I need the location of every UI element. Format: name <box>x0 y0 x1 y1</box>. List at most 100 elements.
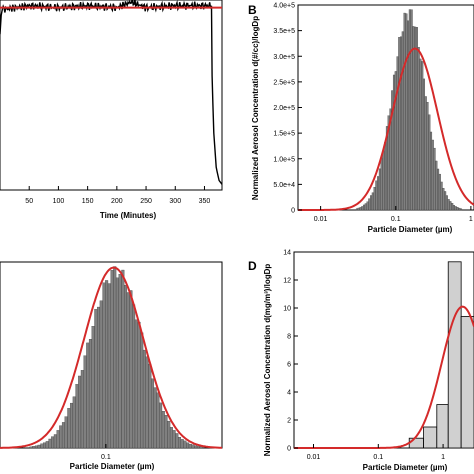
panel-b-x-axis-title: Particle Diameter (µm) <box>368 225 453 234</box>
panel-c-bar <box>194 445 198 449</box>
panel-b-bar <box>435 160 438 211</box>
panel-d-x-axis-title: Particle Diameter (µm) <box>363 463 448 472</box>
panel-a-x-tick-label: 50 <box>25 198 33 205</box>
panel-b-bar <box>361 206 364 211</box>
panel-b-y-axis-title: Normalized Aerosol Concentration d(#/cc)… <box>251 16 260 200</box>
panel-b-bar <box>429 131 433 211</box>
panel-d-fit-curve <box>294 305 474 449</box>
panel-b-bar <box>447 199 450 211</box>
panel-c-bar <box>145 356 149 449</box>
panel-c-bar <box>161 411 165 449</box>
panel-c-bar <box>99 300 103 449</box>
panel-d-letter: D <box>248 259 257 273</box>
panel-b-bar <box>417 47 420 211</box>
panel-c-bar <box>121 269 125 449</box>
panel-c-bar <box>186 442 190 449</box>
panel-b-histogram <box>355 9 463 211</box>
panel-b-bar <box>382 150 385 211</box>
panel-b-bar <box>375 180 378 211</box>
panel-c-bar <box>199 446 203 449</box>
panel-d-histogram <box>408 261 474 449</box>
panel-c-bar <box>118 274 122 449</box>
panel-b-y-tick-label: 1.0e+5 <box>273 156 295 163</box>
panel-d-y-tick-label: 2 <box>287 418 291 425</box>
panel-c-bar <box>107 283 111 449</box>
panel-c-bar <box>51 436 55 449</box>
panel-c-bar <box>56 430 60 449</box>
panel-a-x-tick-label: 350 <box>199 198 211 205</box>
panel-c: 0.1 Particle Diameter (µm) <box>0 261 223 471</box>
panel-b-y-tick-label: 2.5e+5 <box>273 79 295 86</box>
panel-c-bar <box>148 363 152 449</box>
panel-d-y-axis-title: Normalized Aerosol Concentration d(mg/m³… <box>263 264 272 457</box>
panel-b-bar <box>384 142 387 211</box>
panel-d: D 0 2 4 6 8 10 12 14 0.01 0.1 1 Normalized Aeroso… <box>248 250 474 472</box>
panel-b-bar <box>398 37 401 211</box>
panel-b-bar <box>454 206 457 211</box>
panel-c-bar <box>70 402 74 449</box>
panel-c-bar <box>153 387 157 449</box>
panel-b-bar <box>426 102 429 211</box>
panel-b-bar <box>412 26 415 211</box>
panel-d-y-tick-label: 8 <box>287 334 291 341</box>
panel-b-bar <box>422 78 426 211</box>
panel-b-fit-curve <box>298 47 474 211</box>
panel-c-bar <box>78 375 82 449</box>
panel-b-y-tick-label: 3.0e+5 <box>273 54 295 61</box>
panel-b-bar <box>378 168 381 211</box>
panel-c-histogram <box>29 266 203 449</box>
panel-a-axes-frame <box>0 0 223 191</box>
panel-d-y-tick-label: 12 <box>283 278 291 285</box>
panel-c-bar <box>159 402 163 449</box>
panel-c-bar <box>134 319 138 449</box>
panel-c-bar <box>61 422 65 449</box>
panel-b-bar <box>437 168 440 211</box>
panel-b-bar <box>355 208 359 211</box>
panel-b-bar <box>459 208 463 211</box>
panel-a-x-axis-title: Time (Minutes) <box>100 211 157 220</box>
panel-b-y-tick-label: 2.0e+5 <box>273 105 295 112</box>
panel-c-bar <box>188 443 192 449</box>
panel-d-bar <box>423 426 438 449</box>
panel-b-bar <box>428 114 431 211</box>
panel-b-y-tick-label: 5.0e+4 <box>273 182 295 189</box>
panel-a-x-tick-label: 300 <box>169 198 181 205</box>
panel-b-bar <box>440 181 443 211</box>
panel-c-x-tick-label: 0.1 <box>101 454 111 461</box>
panel-c-bar <box>97 306 101 449</box>
panel-c-bar <box>91 326 95 449</box>
panel-c-bar <box>115 277 119 449</box>
panel-c-bar <box>37 444 41 449</box>
panel-c-bar <box>132 304 136 449</box>
panel-b-bar <box>421 61 424 211</box>
panel-d-x-tick-label: 1 <box>441 454 445 461</box>
panel-c-bar <box>45 441 49 449</box>
panel-d-bar <box>447 261 462 449</box>
panel-c-bar <box>94 309 98 449</box>
panel-c-bar <box>105 280 109 449</box>
panel-b-bar <box>451 203 454 211</box>
panel-c-bar <box>67 408 71 449</box>
panel-c-bar <box>196 446 200 449</box>
panel-c-bar <box>83 355 87 449</box>
panel-d-bar <box>408 437 424 449</box>
panel-b-bar <box>414 26 417 211</box>
panel-c-bar <box>169 427 173 449</box>
panel-c-bar <box>80 370 84 449</box>
panel-c-bar <box>142 349 146 449</box>
panel-b-bar <box>401 31 404 211</box>
panel-c-bar <box>151 378 155 449</box>
panel-c-bar <box>48 438 52 449</box>
panel-b-bar <box>396 56 399 211</box>
panel-c-bar <box>156 392 160 449</box>
panel-b-bar <box>392 74 396 211</box>
panel-b-x-ticks: 0.01 0.1 1 <box>314 206 473 223</box>
panel-c-x-axis-title: Particle Diameter (µm) <box>70 462 155 471</box>
panel-c-bar <box>64 416 68 449</box>
panel-b-x-tick-label: 1 <box>469 216 473 223</box>
panel-a-x-tick-label: 150 <box>82 198 94 205</box>
panel-a-measured-line <box>0 0 223 185</box>
panel-b-bar <box>415 27 418 211</box>
panel-b-x-tick-label: 0.1 <box>391 216 401 223</box>
